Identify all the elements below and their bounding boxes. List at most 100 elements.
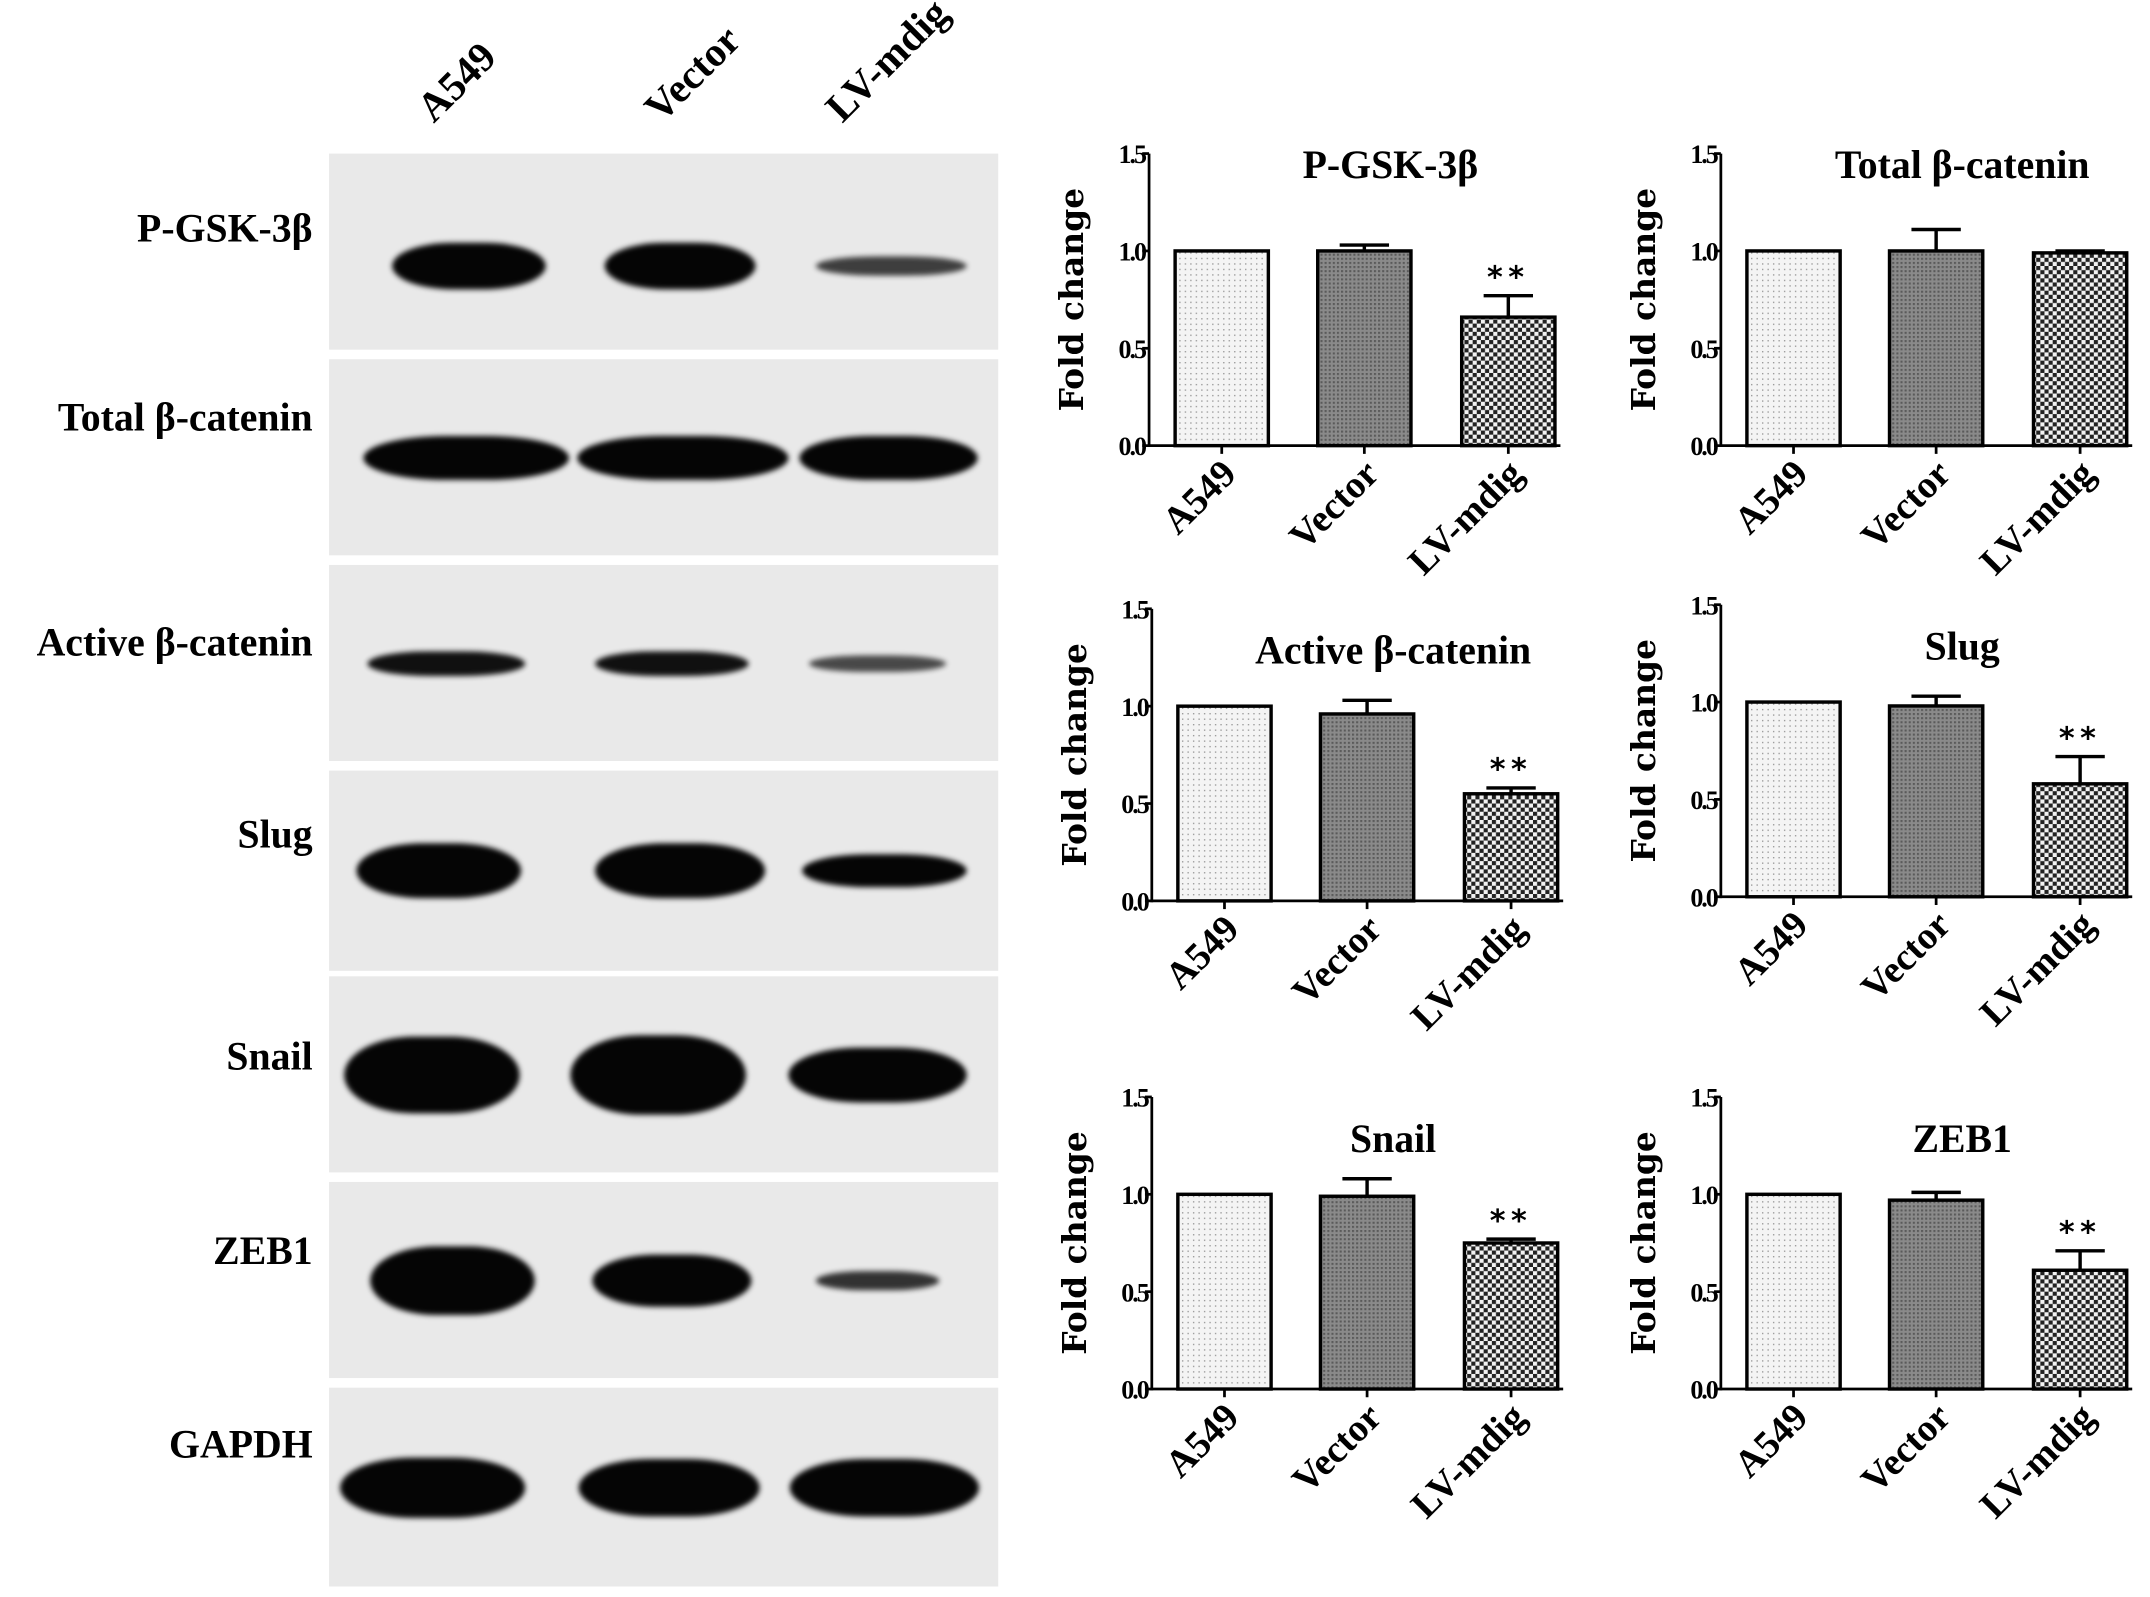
band-zeb1-lane-2 bbox=[592, 1253, 752, 1307]
chart-title: Total β-catenin bbox=[1835, 143, 2090, 187]
y-tick-label: 0.0 bbox=[1690, 432, 1718, 461]
band-active-b-catenin-lane-3 bbox=[809, 654, 947, 672]
band-snail-lane-1 bbox=[344, 1035, 520, 1113]
y-tick-label: 0.5 bbox=[1690, 786, 1718, 815]
bar-lv-mdig bbox=[2031, 251, 2129, 448]
y-tick-label: 0.0 bbox=[1690, 1376, 1718, 1405]
blot-row-label-snail: Snail bbox=[226, 1035, 313, 1080]
y-tick-label: 1.0 bbox=[1119, 238, 1147, 267]
bar-vector bbox=[1887, 704, 1985, 899]
band-p-gsk-3b-lane-3 bbox=[815, 255, 967, 275]
x-tick-label: LV-mdig bbox=[1403, 908, 1534, 1039]
x-tick-label: LV-mdig bbox=[1972, 452, 2103, 583]
band-total-b-catenin-lane-2 bbox=[577, 435, 789, 480]
x-tick-label: Vector bbox=[1853, 904, 1959, 1010]
chart-title: Slug bbox=[1925, 625, 2000, 669]
y-tick-label: 1.5 bbox=[1119, 140, 1147, 169]
y-tick-label: 1.5 bbox=[1690, 1084, 1718, 1113]
blot-row-label-slug: Slug bbox=[237, 813, 313, 857]
band-slug-lane-2 bbox=[595, 843, 766, 899]
blot-row-label-zeb1: ZEB1 bbox=[213, 1229, 313, 1274]
y-tick-label: 0.5 bbox=[1121, 1278, 1149, 1307]
chart-4: 0.0 0.5 1.0 1.5 Fold change Slug A549 Vector ** L… bbox=[1624, 591, 2133, 1035]
y-axis-label: Fold change bbox=[1055, 1131, 1094, 1355]
bar-a549 bbox=[1176, 704, 1273, 903]
band-p-gsk-3b-lane-2 bbox=[604, 242, 756, 289]
bar-vector bbox=[1887, 249, 1985, 448]
y-tick-label: 0.5 bbox=[1690, 335, 1718, 364]
blot-panel-p-gsk-3b bbox=[329, 153, 999, 350]
y-axis-label: Fold change bbox=[1055, 643, 1094, 867]
bar-lv-mdig bbox=[1459, 315, 1557, 448]
blot-panel-active-b-catenin bbox=[329, 564, 999, 762]
band-zeb1-lane-1 bbox=[370, 1245, 535, 1315]
x-tick-label: LV-mdig bbox=[1403, 1396, 1534, 1527]
y-tick-label: 0.0 bbox=[1121, 1376, 1149, 1405]
band-total-b-catenin-lane-3 bbox=[799, 435, 978, 480]
x-tick-label: A549 bbox=[1157, 908, 1247, 998]
y-tick-label: 1.5 bbox=[1121, 1084, 1149, 1113]
chart-6: 0.0 0.5 1.0 1.5 Fold change ZEB1 A549 Vector ** L… bbox=[1624, 1084, 2133, 1527]
blot-row-label-gapdh: GAPDH bbox=[169, 1423, 313, 1468]
x-tick-label: A549 bbox=[1157, 1396, 1247, 1486]
blot-panel-slug bbox=[329, 770, 999, 971]
y-tick-label: 1.0 bbox=[1690, 1181, 1718, 1210]
chart-title: P-GSK-3β bbox=[1303, 143, 1479, 187]
y-tick-label: 0.5 bbox=[1119, 335, 1147, 364]
chart-title: ZEB1 bbox=[1912, 1117, 2011, 1161]
significance-marker: ** bbox=[2059, 721, 2102, 756]
y-tick-label: 1.0 bbox=[1121, 1181, 1149, 1210]
y-axis-label: Fold change bbox=[1624, 639, 1663, 863]
band-slug-lane-1 bbox=[356, 843, 522, 899]
y-tick-label: 1.0 bbox=[1121, 693, 1149, 722]
x-tick-label: Vector bbox=[1853, 452, 1959, 558]
bar-vector bbox=[1318, 712, 1416, 903]
chart-title: Active β-catenin bbox=[1255, 629, 1531, 673]
y-axis-label: Fold change bbox=[1624, 1131, 1663, 1355]
y-tick-label: 0.0 bbox=[1690, 883, 1718, 912]
band-active-b-catenin-lane-2 bbox=[595, 650, 749, 676]
x-tick-label: Vector bbox=[1853, 1396, 1959, 1502]
significance-marker: ** bbox=[2059, 1216, 2102, 1251]
band-slug-lane-3 bbox=[802, 854, 967, 888]
y-tick-label: 0.5 bbox=[1690, 1278, 1718, 1307]
y-tick-label: 1.0 bbox=[1690, 689, 1718, 718]
bar-lv-mdig bbox=[2031, 1268, 2129, 1391]
significance-marker: ** bbox=[1487, 260, 1530, 295]
chart-5: 0.0 0.5 1.0 1.5 Fold change Snail A549 Vector **… bbox=[1055, 1084, 1564, 1527]
y-tick-label: 1.0 bbox=[1690, 238, 1718, 267]
bar-vector bbox=[1887, 1198, 1985, 1391]
x-tick-label: LV-mdig bbox=[1400, 452, 1531, 583]
x-tick-label: LV-mdig bbox=[1972, 904, 2103, 1035]
bar-a549 bbox=[1745, 1192, 1842, 1391]
blot-panel-snail bbox=[329, 976, 999, 1173]
bar-vector bbox=[1318, 1194, 1416, 1391]
y-tick-label: 0.5 bbox=[1121, 790, 1149, 819]
blot-row-label-total-b-catenin: Total β-catenin bbox=[57, 396, 313, 441]
chart-1: 0.0 0.5 1.0 1.5 Fold change P-GSK-3β A549 Vecto… bbox=[1052, 140, 1561, 583]
x-tick-label: A549 bbox=[1155, 452, 1245, 542]
blot-panel-zeb1 bbox=[329, 1181, 999, 1379]
bar-a549 bbox=[1173, 249, 1271, 448]
blot-row-label-active-b-catenin: Active β-catenin bbox=[36, 621, 313, 666]
chart-3: 0.0 0.5 1.0 1.5 Fold change Active β-catenin A… bbox=[1055, 595, 1564, 1039]
x-tick-label: A549 bbox=[1726, 452, 1816, 542]
lane-label-a549: A549 bbox=[408, 34, 506, 131]
x-tick-label: A549 bbox=[1726, 1396, 1816, 1486]
x-tick-label: Vector bbox=[1284, 908, 1390, 1014]
lane-label-vector: Vector bbox=[636, 17, 750, 131]
blot-panel-gapdh bbox=[329, 1387, 999, 1587]
bar-lv-mdig bbox=[2031, 782, 2129, 899]
lane-label-lv-mdig: LV-mdig bbox=[817, 0, 958, 131]
band-total-b-catenin-lane-1 bbox=[363, 435, 570, 480]
band-snail-lane-3 bbox=[788, 1046, 967, 1102]
y-tick-label: 1.5 bbox=[1690, 591, 1718, 620]
x-tick-label: Vector bbox=[1284, 1396, 1390, 1502]
band-p-gsk-3b-lane-1 bbox=[392, 242, 546, 289]
y-tick-label: 0.0 bbox=[1121, 887, 1149, 916]
y-tick-label: 0.0 bbox=[1119, 432, 1147, 461]
bar-lv-mdig bbox=[1462, 792, 1560, 903]
significance-marker: ** bbox=[1490, 753, 1533, 788]
blot-row-label-p-gsk-3b: P-GSK-3β bbox=[137, 207, 313, 251]
